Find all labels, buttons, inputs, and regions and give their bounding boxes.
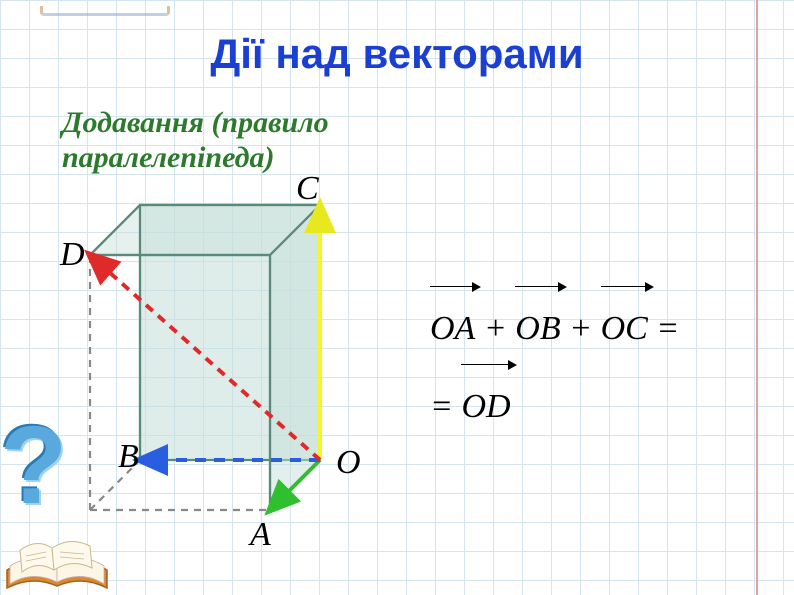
book-icon — [2, 500, 112, 595]
label-A: A — [250, 516, 271, 554]
top-accent-bar — [40, 6, 170, 16]
vec-OC: OC — [601, 290, 648, 368]
label-O: O — [336, 444, 361, 482]
vec-OA: OA — [430, 290, 475, 368]
vector-formula: OA + OB + OC = = OD — [430, 290, 679, 446]
label-D: D — [60, 236, 85, 274]
subtitle-line-2: паралелепіпеда) — [62, 141, 275, 174]
vec-OD: OD — [461, 368, 510, 446]
subtitle-line-1: Додавання (правило — [62, 106, 329, 139]
vec-OB: OB — [515, 290, 560, 368]
right-margin-line — [756, 0, 758, 595]
parallelepiped-diagram — [80, 170, 380, 545]
cube-svg — [80, 170, 380, 540]
page-title: Дії над векторами — [0, 30, 794, 78]
subtitle: Додавання (правило паралелепіпеда) — [62, 106, 329, 175]
label-C: C — [296, 170, 319, 208]
label-B: B — [118, 438, 139, 476]
